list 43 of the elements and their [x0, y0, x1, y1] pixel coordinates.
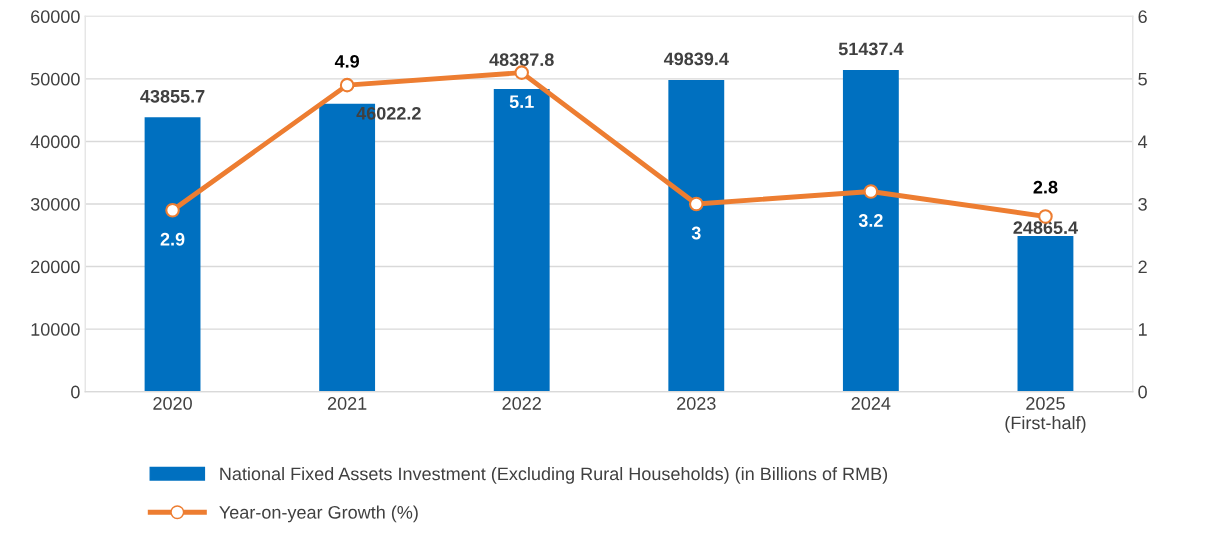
y-tick-label: 50000: [30, 72, 80, 86]
y2-tick-label: 2: [1138, 260, 1147, 274]
bar: [668, 79, 725, 392]
data-label: 2.9: [160, 232, 185, 246]
data-label: 43855.7: [140, 89, 205, 103]
y2-tick-label: 5: [1138, 73, 1147, 86]
data-label: 5.1: [509, 95, 534, 109]
point: [165, 202, 180, 218]
x-tick-label: 2020: [153, 397, 192, 410]
data-label: 48387.8: [489, 53, 554, 67]
y2-tick-label: 6: [1138, 10, 1147, 24]
y-tick-label: 20000: [31, 260, 80, 274]
bar: [493, 88, 550, 392]
point: [339, 77, 355, 93]
y-tick-label: 30000: [30, 197, 80, 211]
legend-label: National Fixed Assets Investment (Excluding Rural Households) (in Billions of RMB): [220, 466, 888, 484]
data-label: 49839.4: [663, 52, 729, 66]
bar: [144, 117, 201, 392]
legend-label: Year-on-year Growth (%): [219, 505, 418, 523]
x-tick-label: 2022: [502, 397, 541, 410]
y-tick-label: 60000: [31, 10, 80, 24]
data-label: 3.2: [858, 214, 883, 227]
data-label: 2.8: [1033, 180, 1058, 194]
point: [514, 65, 529, 80]
point: [689, 196, 704, 212]
data-label: 3: [691, 226, 701, 240]
bar: [1017, 236, 1074, 392]
data-label: 4.9: [334, 54, 360, 68]
point: [863, 184, 879, 199]
y-tick-label: 10000: [31, 323, 80, 336]
y-tick-label: 40000: [30, 135, 80, 149]
y-tick-label: 0: [71, 385, 80, 399]
y2-tick-label: 3: [1138, 197, 1147, 211]
y2-tick-label: 0: [1138, 385, 1147, 399]
x-tick-label: 2021: [327, 397, 367, 410]
x-tick-label: 2023: [677, 397, 716, 410]
data-label: 24865.4: [1013, 221, 1078, 235]
x-tick-label: 2024: [851, 397, 891, 410]
data-label: 51437.4: [838, 42, 904, 56]
bar: [842, 69, 899, 392]
x-tick-label: 2025 (First-half): [1005, 397, 1086, 433]
y2-tick-label: 4: [1138, 135, 1148, 148]
y2-tick-label: 1: [1138, 323, 1147, 336]
